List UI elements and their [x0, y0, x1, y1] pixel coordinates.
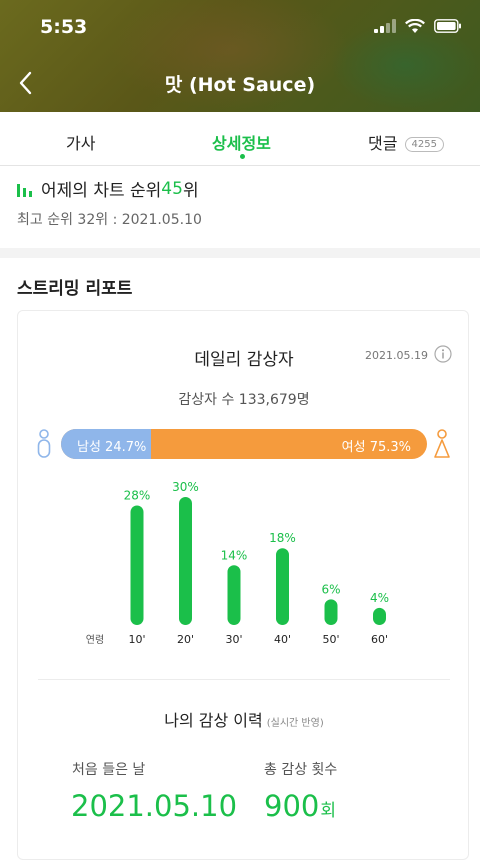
comment-count-badge: 4255 — [404, 137, 444, 152]
wifi-icon — [405, 18, 425, 33]
age-bar-value-3: 18% — [269, 531, 296, 545]
age-category-label-1: 20' — [177, 633, 194, 646]
age-category-label-2: 30' — [225, 633, 242, 646]
active-tab-indicator — [240, 154, 245, 159]
song-title: 맛 (Hot Sauce) — [164, 74, 316, 96]
streaming-report-section: 스트리밍 리포트 데일리 감상자 2021.05.19 감상자 수 133,67… — [0, 258, 480, 866]
age-category-label-0: 10' — [128, 633, 145, 646]
chart-rank-section: 어제의 차트 순위 45 위 최고 순위 32위 : 2021.05.10 — [0, 166, 480, 248]
report-card: 데일리 감상자 2021.05.19 감상자 수 133,679명 남성 24.… — [17, 310, 469, 860]
female-ratio-label: 여성 75.3% — [341, 440, 411, 455]
age-bar-value-4: 6% — [321, 582, 340, 596]
age-category-label-3: 40' — [274, 633, 291, 646]
header-background-art — [110, 0, 350, 110]
age-bar-2 — [227, 565, 241, 625]
yesterday-rank: 어제의 차트 순위 45 위 — [17, 176, 199, 201]
female-person-icon — [434, 429, 450, 458]
history-title: 나의 감상 이력 (실시간 반영) — [18, 707, 470, 731]
first-listen-date: 2021.05.10 — [71, 789, 238, 823]
info-icon[interactable] — [434, 345, 452, 363]
male-ratio-fill — [61, 429, 152, 459]
total-plays-value: 900회 — [264, 789, 336, 823]
tab-details[interactable]: 상세정보 — [212, 134, 271, 153]
age-bar-0 — [130, 505, 144, 625]
age-bar-5 — [373, 607, 386, 625]
rank-number: 45 — [161, 178, 183, 199]
male-person-icon — [37, 429, 51, 458]
status-icons — [374, 16, 462, 36]
section-divider — [38, 679, 450, 680]
tab-lyrics[interactable]: 가사 — [66, 134, 96, 153]
total-plays-number: 900 — [264, 789, 320, 823]
chart-bars-icon — [17, 183, 32, 197]
rank-suffix: 위 — [182, 181, 199, 201]
header-background-art-2 — [330, 20, 480, 110]
age-bar-3 — [276, 548, 289, 625]
signal-icon — [374, 19, 396, 33]
status-time: 5:53 — [40, 16, 88, 38]
age-bar-value-5: 4% — [370, 591, 389, 605]
age-bar-value-2: 14% — [221, 548, 248, 562]
rank-prefix: 어제의 차트 순위 — [41, 181, 162, 201]
back-chevron-icon[interactable] — [14, 68, 40, 98]
age-bar-value-0: 28% — [124, 489, 151, 503]
history-title-text: 나의 감상 이력 — [164, 711, 263, 730]
total-plays-label: 총 감상 횟수 — [264, 762, 338, 778]
history-subtitle: (실시간 반영) — [266, 718, 324, 729]
first-listen-label: 처음 들은 날 — [72, 762, 146, 778]
gender-ratio-bar: 남성 24.7% 여성 75.3% — [61, 429, 427, 459]
total-plays-unit: 회 — [320, 801, 336, 821]
tab-comments-label: 댓글 — [368, 134, 398, 153]
battery-icon — [434, 19, 461, 33]
age-bar-value-1: 30% — [172, 480, 199, 494]
age-bar-1 — [179, 497, 192, 625]
age-category-label-5: 60' — [371, 633, 388, 646]
age-bar-4 — [324, 599, 338, 625]
daily-listeners-title: 데일리 감상자 — [194, 350, 294, 370]
age-axis-label: 연령 — [86, 634, 104, 646]
report-date: 2021.05.19 — [365, 349, 428, 362]
best-rank: 최고 순위 32위 : 2021.05.10 — [17, 212, 202, 228]
listener-count: 감상자 수 133,679명 — [178, 392, 310, 408]
age-category-label-4: 50' — [322, 633, 339, 646]
tab-comments[interactable]: 댓글 4255 — [368, 130, 444, 154]
male-ratio-label: 남성 24.7% — [77, 440, 147, 455]
song-header: 5:53 맛 (Hot Sauce) — [0, 0, 480, 112]
report-title: 스트리밍 리포트 — [17, 279, 133, 299]
age-distribution-chart: 연령 28% 10' 30% 20' 14% 30' 18% 40' 6% 50' 4% 60' — [86, 480, 389, 646]
